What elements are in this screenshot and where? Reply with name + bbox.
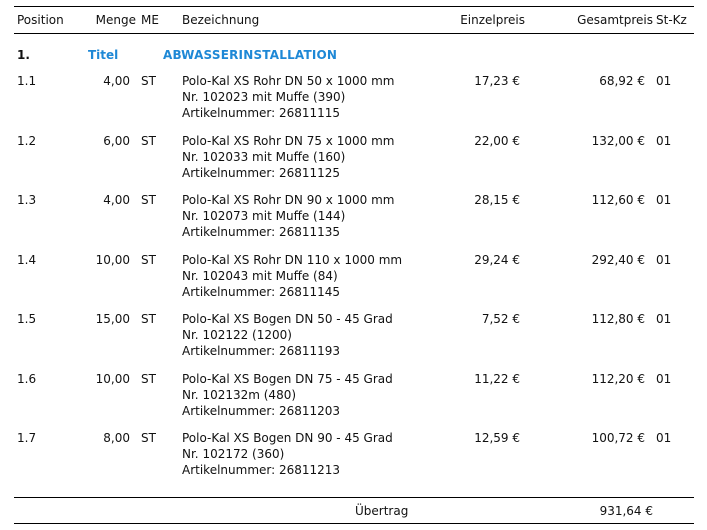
row-description-line: Artikelnummer: 26811135 [182,225,341,239]
row-quantity: 8,00 [103,431,130,445]
row-description-line: Polo-Kal XS Rohr DN 90 x 1000 mm [182,193,395,207]
row-position: 1.4 [17,253,37,267]
row-description: Polo-Kal XS Rohr DN 50 x 1000 mm Nr. 1020… [182,73,394,121]
col-header-gesamtpreis: Gesamtpreis [577,13,653,27]
row-total-price: 132,00 € [591,134,645,148]
row-tax-code: 01 [656,74,672,88]
row-description-line: Artikelnummer: 26811115 [182,106,341,120]
row-description-line: Polo-Kal XS Rohr DN 50 x 1000 mm [182,74,395,88]
row-unit: ST [141,74,156,88]
row-description: Polo-Kal XS Rohr DN 90 x 1000 mm Nr. 1020… [182,192,394,240]
row-position: 1.2 [17,134,37,148]
row-total-price: 112,60 € [591,193,645,207]
row-description-line: Artikelnummer: 26811145 [182,285,341,299]
row-total-price: 68,92 € [599,74,645,88]
row-description-line: Polo-Kal XS Bogen DN 90 - 45 Grad [182,431,393,445]
row-quantity: 15,00 [95,312,130,326]
row-position: 1.6 [17,372,37,386]
row-total-price: 112,80 € [591,312,645,326]
row-unit-price: 22,00 € [474,134,520,148]
row-tax-code: 01 [656,134,672,148]
row-unit: ST [141,372,156,386]
col-header-einzelpreis: Einzelpreis [460,13,525,27]
row-tax-code: 01 [656,431,672,445]
row-description-line: Artikelnummer: 26811193 [182,344,341,358]
row-tax-code: 01 [656,253,672,267]
row-position: 1.1 [17,74,37,88]
row-quantity: 10,00 [95,372,130,386]
row-tax-code: 01 [656,372,672,386]
row-description-line: Nr. 102043 mit Muffe (84) [182,269,338,283]
row-position: 1.5 [17,312,37,326]
row-unit-price: 28,15 € [474,193,520,207]
row-description: Polo-Kal XS Rohr DN 110 x 1000 mm Nr. 102… [182,252,402,300]
row-unit-price: 29,24 € [474,253,520,267]
row-description-line: Artikelnummer: 26811213 [182,463,341,477]
row-unit: ST [141,431,156,445]
row-unit: ST [141,193,156,207]
row-description-line: Nr. 102033 mit Muffe (160) [182,150,346,164]
col-header-menge: Menge [95,13,136,27]
row-description-line: Artikelnummer: 26811203 [182,404,341,418]
row-unit-price: 17,23 € [474,74,520,88]
section-label: Titel [88,48,119,62]
carry-over-label: Übertrag [355,504,409,518]
section-number: 1. [17,48,30,62]
row-total-price: 292,40 € [591,253,645,267]
row-tax-code: 01 [656,312,672,326]
row-position: 1.7 [17,431,37,445]
footer-rule-top [14,497,694,498]
row-position: 1.3 [17,193,37,207]
row-description-line: Polo-Kal XS Rohr DN 110 x 1000 mm [182,253,403,267]
section-title: ABWASSERINSTALLATION [163,48,338,62]
row-description-line: Polo-Kal XS Rohr DN 75 x 1000 mm [182,134,395,148]
col-header-stkz: St-Kz [656,13,687,27]
row-description: Polo-Kal XS Rohr DN 75 x 1000 mm Nr. 1020… [182,133,394,181]
row-unit-price: 12,59 € [474,431,520,445]
row-description: Polo-Kal XS Bogen DN 75 - 45 Grad Nr. 102… [182,371,393,419]
row-quantity: 4,00 [103,193,130,207]
row-quantity: 10,00 [95,253,130,267]
row-unit: ST [141,312,156,326]
row-unit: ST [141,134,156,148]
header-rule [14,33,694,34]
row-description-line: Polo-Kal XS Bogen DN 50 - 45 Grad [182,312,393,326]
row-description-line: Nr. 102172 (360) [182,447,285,461]
row-description-line: Nr. 102073 mit Muffe (144) [182,209,346,223]
row-description-line: Artikelnummer: 26811125 [182,166,341,180]
row-quantity: 6,00 [103,134,130,148]
row-description-line: Nr. 102122 (1200) [182,328,292,342]
top-rule [14,6,694,7]
carry-over-total: 931,64 € [599,504,653,518]
row-unit-price: 7,52 € [481,312,520,326]
row-quantity: 4,00 [103,74,130,88]
footer-rule-bottom [14,523,694,524]
col-header-me: ME [141,13,159,27]
row-unit-price: 11,22 € [474,372,520,386]
row-description: Polo-Kal XS Bogen DN 90 - 45 Grad Nr. 102… [182,430,393,478]
col-header-bezeichnung: Bezeichnung [182,13,260,27]
row-tax-code: 01 [656,193,672,207]
row-total-price: 112,20 € [591,372,645,386]
row-description-line: Nr. 102023 mit Muffe (390) [182,90,346,104]
row-description-line: Nr. 102132m (480) [182,388,297,402]
row-unit: ST [141,253,156,267]
col-header-position: Position [17,13,64,27]
row-total-price: 100,72 € [591,431,645,445]
row-description: Polo-Kal XS Bogen DN 50 - 45 Grad Nr. 102… [182,311,393,359]
row-description-line: Polo-Kal XS Bogen DN 75 - 45 Grad [182,372,393,386]
